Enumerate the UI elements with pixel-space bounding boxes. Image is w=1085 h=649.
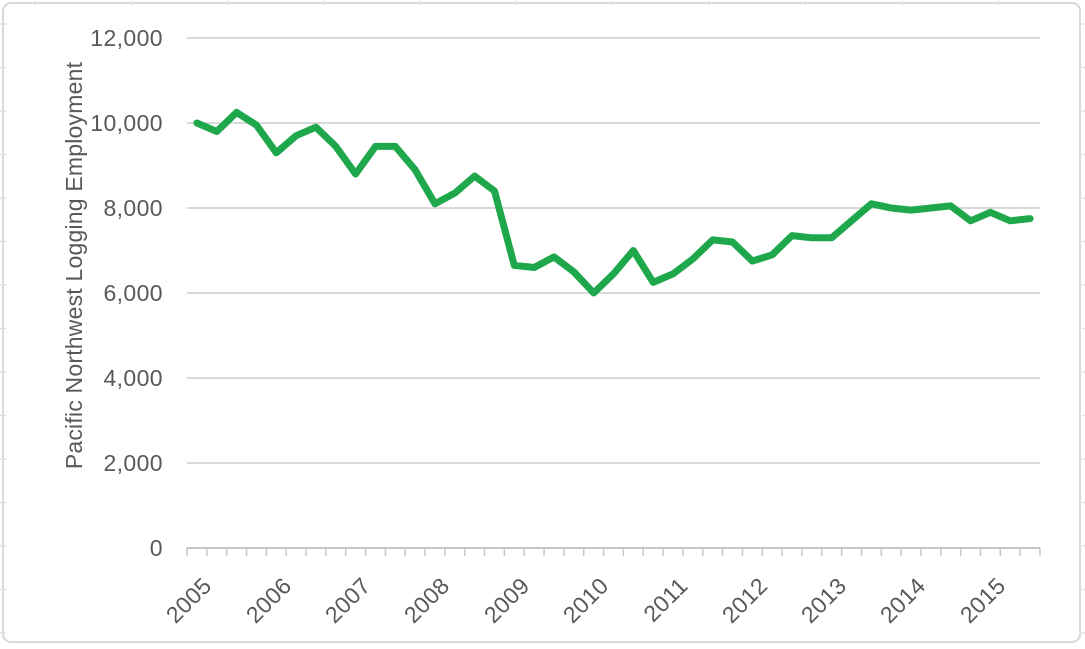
y-axis-tick-label[interactable]: 0 xyxy=(149,535,163,561)
y-axis-tick-label[interactable]: 8,000 xyxy=(103,195,163,221)
y-axis-title: Pacific Northwest Logging Employment xyxy=(61,61,88,469)
employment-series-line[interactable] xyxy=(193,108,1034,297)
y-axis-title-box[interactable]: Pacific Northwest Logging Employment xyxy=(52,25,98,505)
y-axis-tick-label[interactable]: 6,000 xyxy=(103,280,163,306)
y-axis-tick-label[interactable]: 2,000 xyxy=(103,450,163,476)
y-axis-tick-label[interactable]: 12,000 xyxy=(90,25,163,51)
y-axis-tick-label[interactable]: 4,000 xyxy=(103,365,163,391)
y-axis-tick-label[interactable]: 10,000 xyxy=(90,110,163,136)
